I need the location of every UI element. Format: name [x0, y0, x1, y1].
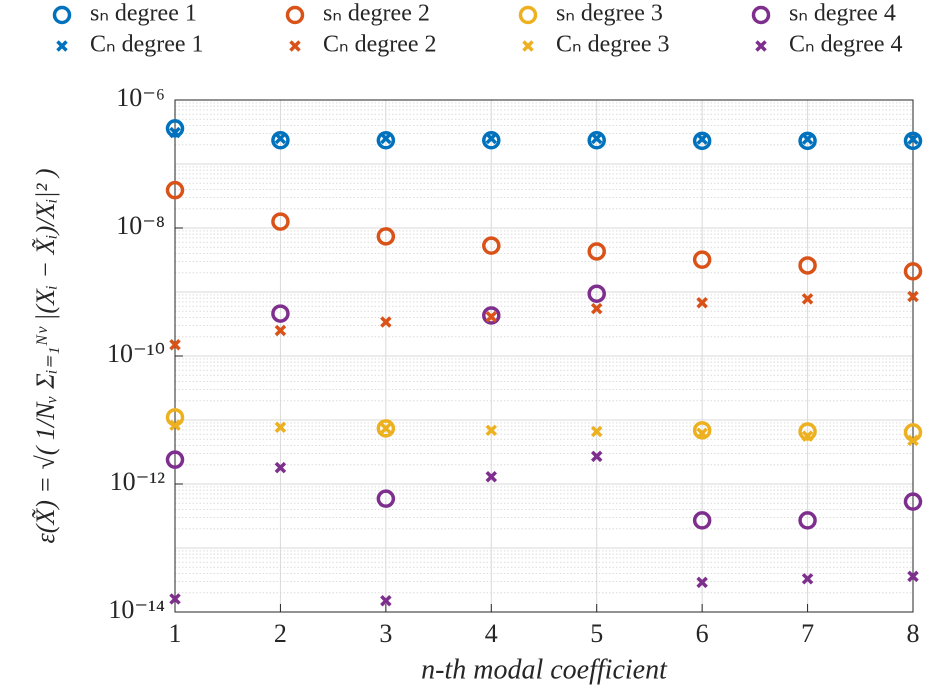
- cross-marker: [274, 324, 287, 337]
- circle-marker: [482, 236, 501, 255]
- circle-marker: [798, 422, 817, 441]
- cross-marker: [380, 316, 392, 328]
- cross-marker: [696, 296, 708, 309]
- legend-marker: [56, 40, 68, 52]
- circle-marker: [376, 227, 396, 246]
- cross-marker: [696, 427, 708, 440]
- y-tick-label: 10⁻¹⁴: [108, 595, 165, 624]
- y-tick-label: 10⁻⁶: [116, 83, 165, 112]
- cross-marker: [801, 293, 814, 305]
- legend-label: sₙ degree 2: [323, 1, 430, 27]
- circle-marker: [271, 304, 290, 323]
- cross-marker: [801, 133, 814, 145]
- x-tick-label: 3: [379, 619, 392, 648]
- circle-marker: [587, 242, 606, 261]
- cross-marker: [380, 132, 392, 145]
- x-tick-label: 7: [801, 619, 814, 648]
- cross-marker: [590, 450, 603, 463]
- x-tick-label: 4: [485, 619, 498, 648]
- cross-marker: [485, 470, 498, 483]
- legend-marker: [522, 40, 534, 52]
- y-tick-label: 10⁻¹²: [110, 467, 166, 496]
- circle-marker: [798, 131, 817, 151]
- circle-marker: [376, 419, 396, 438]
- circle-marker: [903, 131, 923, 151]
- legend-label: Cₙ degree 1: [90, 32, 204, 58]
- legend-label: Cₙ degree 2: [323, 32, 437, 58]
- legend-label: sₙ degree 4: [789, 1, 896, 27]
- cross-marker: [169, 338, 181, 351]
- cross-marker: [485, 311, 498, 323]
- legend-label: sₙ degree 1: [90, 1, 197, 27]
- circle-marker: [482, 131, 501, 150]
- circle-marker: [692, 131, 712, 151]
- cross-marker: [801, 430, 814, 442]
- circle-marker: [692, 511, 712, 530]
- legend-label: Cₙ degree 3: [556, 32, 670, 58]
- legend-label: sₙ degree 3: [556, 1, 663, 27]
- circle-marker: [587, 284, 606, 303]
- circle-marker: [376, 489, 396, 508]
- cross-marker: [590, 425, 603, 438]
- plot-frame: [174, 99, 914, 613]
- x-tick-label: 1: [169, 619, 182, 648]
- cross-marker: [590, 302, 603, 315]
- cross-marker: [907, 133, 919, 145]
- cross-marker: [380, 594, 392, 607]
- cross-marker: [380, 422, 392, 435]
- cross-marker: [274, 421, 287, 434]
- cross-marker: [590, 132, 603, 145]
- x-tick-label: 5: [590, 619, 603, 648]
- legend-marker: [52, 5, 72, 25]
- circle-marker: [692, 421, 712, 440]
- circle-marker: [903, 492, 923, 511]
- circle-marker: [798, 511, 817, 530]
- circle-marker: [165, 180, 185, 200]
- cross-marker: [274, 132, 287, 145]
- cross-marker: [485, 132, 498, 145]
- cross-marker: [907, 290, 919, 303]
- circle-marker: [798, 256, 817, 275]
- legend-marker: [289, 40, 301, 52]
- y-tick-label: 10⁻⁸: [116, 211, 165, 240]
- cross-marker: [169, 419, 181, 431]
- cross-marker: [485, 424, 498, 437]
- x-tick-label: 6: [696, 619, 709, 648]
- cross-marker: [696, 133, 708, 145]
- circle-marker: [165, 450, 185, 469]
- x-axis-label: n-th modal coefficient: [421, 654, 668, 685]
- legend-label: Cₙ degree 4: [789, 32, 903, 58]
- x-tick-label: 2: [274, 619, 287, 648]
- circle-marker: [482, 306, 501, 325]
- legend-marker: [518, 5, 538, 25]
- circle-marker: [165, 119, 185, 138]
- cross-marker: [169, 593, 181, 605]
- circle-marker: [271, 131, 290, 150]
- cross-marker: [801, 573, 814, 585]
- legend-marker: [755, 40, 767, 52]
- circle-marker: [692, 250, 712, 269]
- cross-marker: [169, 126, 181, 139]
- cross-marker: [696, 576, 708, 589]
- y-axis-label: ε(X̃) = √( 1/Nᵥ Σᵢ₌₁ᴺᵛ |(Xᵢ − X̃ᵢ)/Xᵢ|² …: [31, 168, 60, 543]
- circle-marker: [903, 262, 923, 281]
- circle-marker: [271, 212, 290, 231]
- cross-marker: [907, 434, 919, 447]
- cross-marker: [274, 461, 287, 474]
- circle-marker: [587, 131, 606, 150]
- legend-marker: [285, 5, 305, 25]
- cross-marker: [907, 570, 919, 583]
- circle-marker: [376, 131, 396, 150]
- x-tick-label: 8: [907, 619, 920, 648]
- y-tick-label: 10⁻¹⁰: [107, 339, 165, 368]
- legend-marker: [751, 5, 771, 25]
